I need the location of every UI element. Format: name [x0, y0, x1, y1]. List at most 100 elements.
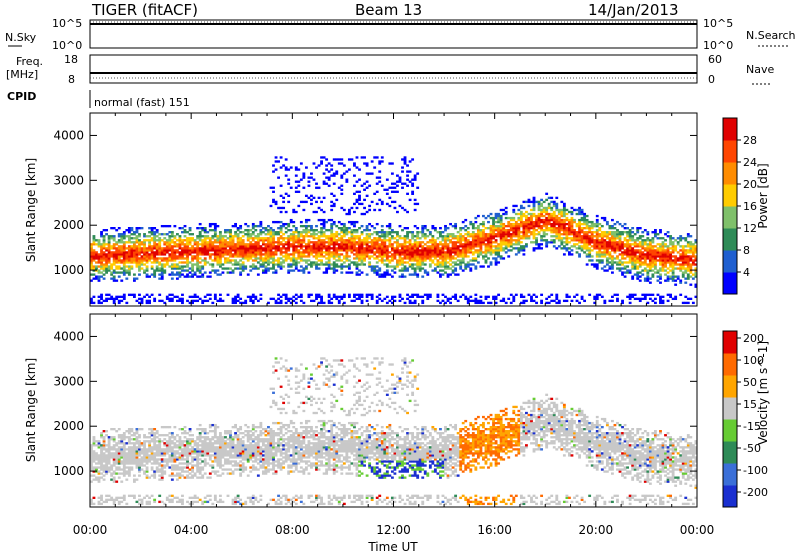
power-cell [138, 294, 141, 296]
power-cell [522, 213, 525, 215]
power-cell [474, 300, 477, 302]
power-cell [601, 239, 604, 241]
power-cell [292, 257, 295, 259]
power-cell [601, 245, 604, 247]
power-cell [495, 296, 498, 298]
power-cell [166, 259, 169, 261]
power-cell [277, 207, 280, 209]
power-cell [211, 229, 214, 231]
power-cell [297, 231, 300, 233]
power-cell [540, 215, 543, 217]
power-cell [290, 237, 293, 239]
power-cell [318, 197, 321, 199]
power-cell [689, 247, 692, 249]
power-cell [611, 249, 614, 251]
power-cell [267, 237, 270, 239]
power-cell [237, 227, 240, 229]
power-cell [128, 265, 131, 267]
power-cell [444, 243, 447, 245]
power-cell [219, 247, 222, 249]
power-cell [452, 255, 455, 257]
power-cell [115, 261, 118, 263]
power-cell [550, 225, 553, 227]
power-cell [108, 251, 111, 253]
power-cell [497, 213, 500, 215]
power-cell [242, 269, 245, 271]
power-cell [391, 183, 394, 185]
power-cell [275, 221, 278, 223]
power-cell [267, 233, 270, 235]
velocity-cell [98, 454, 101, 456]
power-cell [644, 261, 647, 263]
power-cell [487, 296, 490, 298]
power-cell [479, 296, 482, 298]
power-cell [657, 237, 660, 239]
power-cell [171, 257, 174, 259]
power-cell [545, 211, 548, 213]
power-cell [462, 249, 465, 251]
power-cell [328, 253, 331, 255]
power-cell [216, 259, 219, 261]
power-cell [616, 300, 619, 302]
power-cell [292, 235, 295, 237]
power-cell [179, 298, 182, 300]
power-cell [386, 255, 389, 257]
power-cell [136, 241, 139, 243]
velocity-cell [98, 460, 101, 462]
power-cell [651, 251, 654, 253]
power-cell [619, 249, 622, 251]
power-cell [436, 300, 439, 302]
power-cell [348, 237, 351, 239]
power-cell [368, 255, 371, 257]
power-cell [206, 245, 209, 247]
power-cell [596, 221, 599, 223]
power-cell [555, 227, 558, 229]
power-cell [431, 243, 434, 245]
power-cell [619, 247, 622, 249]
power-cell [576, 235, 579, 237]
power-cell [388, 239, 391, 241]
power-cell [214, 231, 217, 233]
power-cell [454, 273, 457, 275]
power-cell [348, 243, 351, 245]
power-cell [462, 251, 465, 253]
power-cell [555, 203, 558, 205]
power-cell [328, 229, 331, 231]
power-cell [560, 227, 563, 229]
power-cell [386, 265, 389, 267]
power-cell [646, 265, 649, 267]
power-cell [583, 213, 586, 215]
velocity-cell [108, 448, 111, 450]
power-cell [171, 300, 174, 302]
power-cell [100, 243, 103, 245]
power-cell [244, 255, 247, 257]
power-cell [115, 257, 118, 259]
power-cell [234, 261, 237, 263]
power-cell [333, 243, 336, 245]
power-cell [530, 225, 533, 227]
power-cell [525, 227, 528, 229]
power-cell [502, 225, 505, 227]
power-cell [411, 235, 414, 237]
power-cell [237, 237, 240, 239]
power-cell [454, 257, 457, 259]
power-cell [399, 255, 402, 257]
power-cell [318, 255, 321, 257]
power-cell [485, 245, 488, 247]
power-cell [505, 302, 508, 304]
power-cell [300, 269, 303, 271]
power-cell [275, 249, 278, 251]
power-cell [222, 247, 225, 249]
power-cell [449, 298, 452, 300]
power-cell [411, 231, 414, 233]
power-cell [330, 237, 333, 239]
power-cell [646, 231, 649, 233]
power-cell [651, 249, 654, 251]
power-cell [361, 259, 364, 261]
power-cell [201, 245, 204, 247]
power-cell [522, 221, 525, 223]
power-cell [300, 162, 303, 164]
power-cell [672, 275, 675, 277]
power-cell [123, 243, 126, 245]
power-cell [173, 263, 176, 265]
